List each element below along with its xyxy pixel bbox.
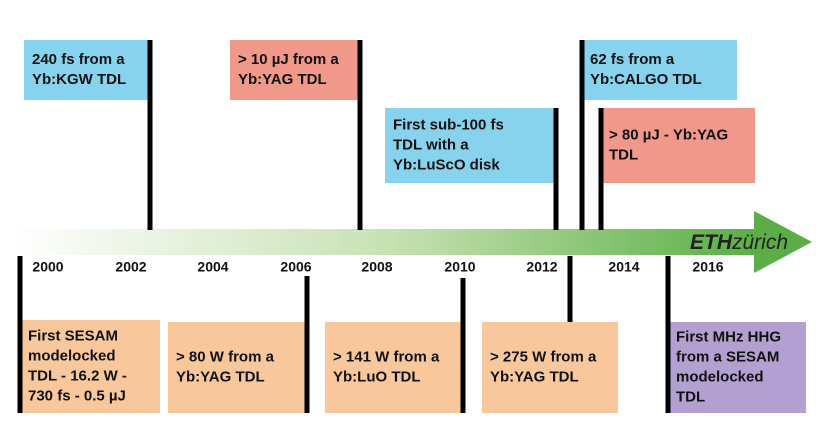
event-text: 730 fs - 0.5 µJ [28, 387, 126, 404]
event-text: Yb:YAG TDL [490, 368, 579, 385]
event-text: Yb:KGW TDL [32, 71, 126, 88]
event-text: Yb:LuScO disk [393, 156, 500, 173]
logo: ETHzürich [690, 231, 788, 254]
year-label: 2012 [526, 259, 557, 275]
event-box [601, 108, 755, 183]
event-text: 62 fs from a [590, 51, 675, 68]
year-label: 2006 [280, 259, 311, 275]
event-box [325, 322, 463, 413]
year-label: 2014 [608, 259, 639, 275]
year-label: 2002 [115, 259, 146, 275]
event-text: Yb:LuO TDL [333, 368, 420, 385]
year-label: 2016 [692, 259, 723, 275]
event-box [20, 320, 160, 413]
event-text: from a SESAM [676, 348, 779, 365]
event-text: > 10 µJ from a [238, 51, 339, 68]
year-label: 2010 [444, 259, 475, 275]
event-text: modelocked [676, 368, 764, 385]
event-box [24, 40, 150, 100]
event-box [385, 108, 556, 183]
event-text: Yb:YAG TDL [176, 368, 265, 385]
event-text: TDL - 16.2 W - [28, 367, 127, 384]
event-box [168, 322, 307, 413]
event-text: TDL [609, 146, 638, 163]
event-text: > 275 W from a [490, 348, 597, 365]
event-text: First MHz HHG [676, 328, 781, 345]
arrow-head [754, 211, 812, 273]
year-label: 2008 [361, 259, 392, 275]
event-text: TDL [676, 388, 705, 405]
logo-zurich: zürich [731, 231, 788, 254]
event-box [668, 322, 806, 413]
event-text: > 141 W from a [333, 348, 440, 365]
event-text: > 80 W from a [176, 348, 275, 365]
timeline-bar [10, 229, 760, 255]
event-box [230, 40, 360, 100]
logo-eth: ETH [690, 231, 733, 254]
event-text: modelocked [28, 347, 116, 364]
year-label: 2000 [32, 259, 63, 275]
event-text: 240 fs from a [32, 51, 125, 68]
event-text: TDL with a [393, 136, 469, 153]
event-text: Yb:CALGO TDL [590, 71, 702, 88]
year-label: 2004 [197, 259, 228, 275]
event-text: > 80 µJ - Yb:YAG [609, 126, 728, 143]
event-text: First sub-100 fs [393, 116, 504, 133]
event-box [482, 322, 618, 413]
event-text: First SESAM [28, 327, 118, 344]
event-text: Yb:YAG TDL [238, 71, 327, 88]
event-box [582, 40, 737, 100]
